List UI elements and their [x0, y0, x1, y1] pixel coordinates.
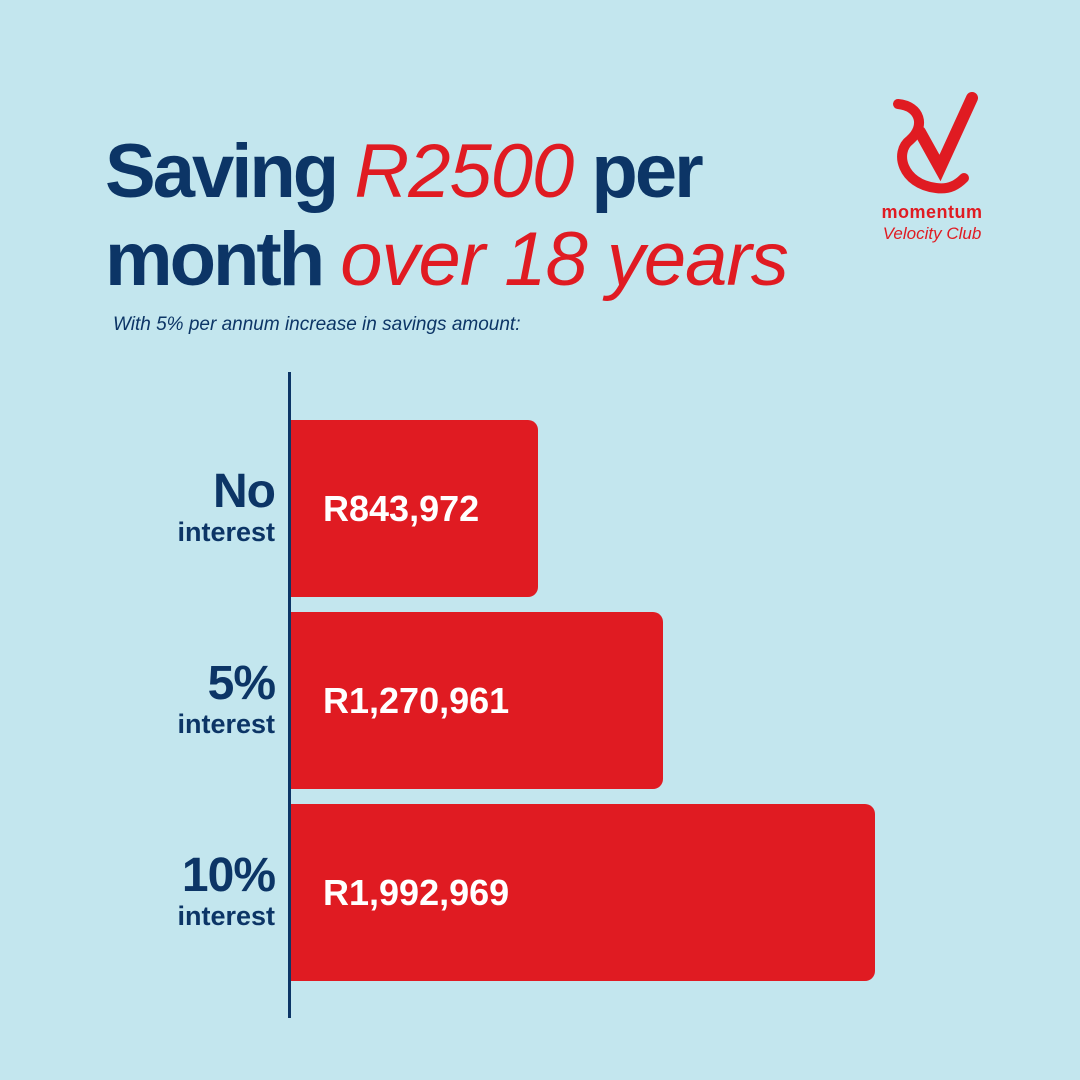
bar: R843,972: [291, 420, 538, 597]
category-label-main: No: [213, 464, 276, 518]
subtitle: With 5% per annum increase in savings am…: [113, 314, 521, 335]
title-text: per: [573, 129, 703, 214]
chart-axis-line: [288, 372, 291, 1018]
bar-value-label: R1,992,969: [323, 871, 510, 913]
category-label-sub: interest: [177, 516, 275, 547]
bar-value-label: R843,972: [323, 487, 480, 529]
title-text: Saving: [105, 129, 355, 214]
category-label: No interest: [177, 464, 276, 547]
title-text: month: [105, 217, 341, 302]
category-label: 5% interest: [177, 656, 276, 739]
bar: R1,992,969: [291, 804, 875, 981]
logo-brand: momentum: [881, 202, 983, 222]
category-label-sub: interest: [177, 708, 275, 739]
momentum-logo-icon: [893, 92, 978, 194]
momentum-logo: momentum Velocity Club: [860, 90, 1010, 250]
page-title: Saving R2500 per month over 18 years: [105, 128, 789, 304]
bar: R1,270,961: [291, 612, 663, 789]
title-duration: over 18 years: [340, 217, 788, 302]
category-label: 10% interest: [177, 848, 276, 931]
logo-subtitle: Velocity Club: [882, 224, 982, 243]
title-amount: R2500: [354, 129, 574, 214]
category-label-main: 10%: [181, 848, 276, 902]
bar-value-label: R1,270,961: [323, 679, 510, 721]
category-label-sub: interest: [177, 900, 275, 931]
category-label-main: 5%: [207, 656, 276, 710]
